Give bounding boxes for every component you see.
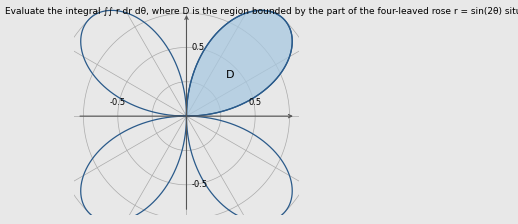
- Text: Evaluate the integral ∫∫ r dr dθ, where D is the region bounded by the part of t: Evaluate the integral ∫∫ r dr dθ, where …: [5, 7, 518, 16]
- Text: -0.5: -0.5: [192, 180, 208, 189]
- Text: 0.5: 0.5: [249, 98, 262, 107]
- Text: 0.5: 0.5: [192, 43, 205, 52]
- Text: D: D: [226, 70, 235, 80]
- Polygon shape: [186, 10, 292, 116]
- Text: -0.5: -0.5: [110, 98, 126, 107]
